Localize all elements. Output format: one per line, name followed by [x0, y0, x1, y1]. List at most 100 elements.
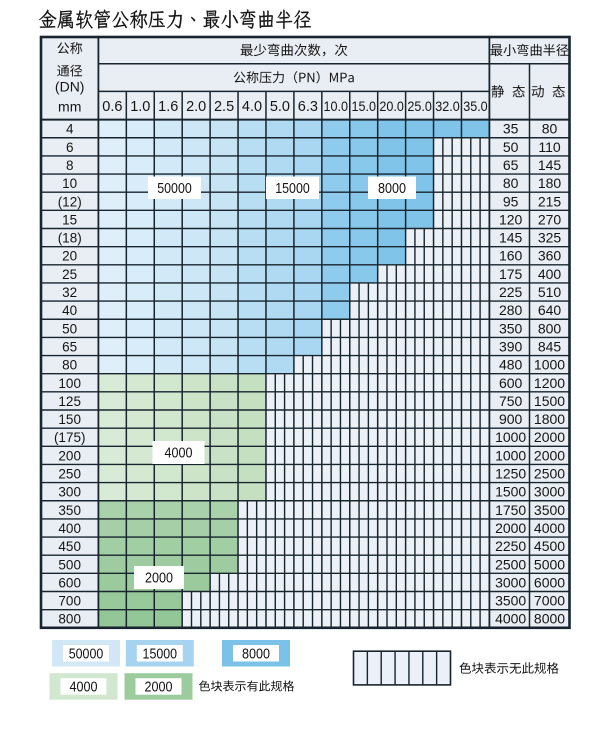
svg-text:65: 65	[503, 157, 519, 173]
svg-text:3000: 3000	[534, 484, 565, 500]
svg-text:1.0: 1.0	[130, 99, 150, 115]
svg-text:4000: 4000	[534, 520, 565, 536]
svg-text:150: 150	[58, 412, 81, 427]
svg-text:8000: 8000	[242, 646, 270, 662]
svg-text:2000: 2000	[534, 447, 565, 463]
svg-text:300: 300	[58, 485, 81, 500]
svg-text:4000: 4000	[70, 680, 98, 696]
svg-text:3500: 3500	[534, 502, 565, 518]
svg-text:2500: 2500	[495, 556, 526, 572]
svg-text:3000: 3000	[495, 574, 526, 590]
svg-text:4500: 4500	[534, 538, 565, 554]
svg-text:510: 510	[538, 284, 562, 300]
svg-text:40: 40	[62, 303, 77, 318]
svg-text:50000: 50000	[69, 646, 104, 662]
svg-text:4: 4	[66, 122, 74, 137]
svg-text:1800: 1800	[534, 411, 565, 427]
svg-text:32: 32	[62, 285, 77, 300]
svg-text:1000: 1000	[495, 447, 526, 463]
svg-text:2000: 2000	[145, 680, 173, 696]
svg-text:15000: 15000	[275, 181, 310, 197]
svg-text:6.3: 6.3	[298, 99, 318, 115]
svg-text:2000: 2000	[145, 571, 173, 587]
svg-text:32.0: 32.0	[435, 98, 460, 114]
svg-text:250: 250	[58, 467, 81, 482]
svg-text:(175): (175)	[54, 430, 86, 445]
svg-text:145: 145	[538, 157, 562, 173]
svg-text:280: 280	[499, 302, 523, 318]
svg-text:2250: 2250	[495, 538, 526, 554]
svg-text:35: 35	[503, 121, 519, 137]
svg-text:700: 700	[58, 594, 81, 609]
svg-text:1500: 1500	[534, 393, 565, 409]
svg-text:360: 360	[538, 248, 562, 264]
svg-text:1000: 1000	[495, 429, 526, 445]
svg-text:25: 25	[62, 267, 77, 282]
svg-text:750: 750	[499, 393, 523, 409]
svg-text:2000: 2000	[534, 429, 565, 445]
svg-text:390: 390	[499, 338, 523, 354]
svg-text:6: 6	[66, 140, 74, 155]
svg-text:600: 600	[58, 575, 81, 590]
svg-text:270: 270	[538, 211, 562, 227]
svg-text:5.0: 5.0	[270, 99, 290, 115]
svg-text:3500: 3500	[495, 593, 526, 609]
svg-text:8000: 8000	[534, 611, 565, 627]
svg-text:400: 400	[58, 521, 81, 536]
svg-text:15000: 15000	[143, 646, 178, 662]
svg-text:80: 80	[503, 175, 519, 191]
svg-text:450: 450	[58, 539, 81, 554]
svg-text:400: 400	[538, 266, 562, 282]
svg-text:25.0: 25.0	[407, 98, 432, 114]
svg-text:mm: mm	[58, 98, 81, 114]
svg-text:10: 10	[62, 176, 77, 191]
svg-text:900: 900	[499, 411, 523, 427]
svg-text:5000: 5000	[534, 556, 565, 572]
svg-text:800: 800	[58, 612, 81, 627]
svg-text:2000: 2000	[495, 520, 526, 536]
svg-text:8000: 8000	[378, 181, 406, 197]
svg-text:15: 15	[62, 212, 77, 227]
svg-text:2.5: 2.5	[214, 99, 234, 115]
svg-text:100: 100	[58, 376, 81, 391]
svg-text:160: 160	[499, 248, 523, 264]
svg-text:1500: 1500	[495, 484, 526, 500]
svg-text:(12): (12)	[58, 194, 82, 209]
svg-text:6000: 6000	[534, 574, 565, 590]
svg-text:500: 500	[58, 557, 81, 572]
svg-text:80: 80	[542, 121, 558, 137]
svg-text:1200: 1200	[534, 375, 565, 391]
svg-text:65: 65	[62, 339, 77, 354]
svg-text:145: 145	[499, 230, 523, 246]
svg-text:95: 95	[503, 193, 519, 209]
svg-text:7000: 7000	[534, 593, 565, 609]
svg-text:80: 80	[62, 358, 77, 373]
svg-text:845: 845	[538, 338, 562, 354]
svg-text:600: 600	[499, 375, 523, 391]
svg-text:4000: 4000	[165, 446, 193, 462]
svg-text:50: 50	[503, 139, 519, 155]
svg-text:1.6: 1.6	[158, 99, 178, 115]
svg-text:200: 200	[58, 448, 81, 463]
svg-text:350: 350	[499, 320, 523, 336]
svg-text:640: 640	[538, 302, 562, 318]
svg-text:8: 8	[66, 158, 74, 173]
svg-text:15.0: 15.0	[351, 98, 376, 114]
svg-text:120: 120	[499, 211, 523, 227]
svg-text:125: 125	[58, 394, 81, 409]
svg-text:215: 215	[538, 193, 562, 209]
svg-text:175: 175	[499, 266, 523, 282]
svg-text:35.0: 35.0	[463, 98, 488, 114]
svg-text:180: 180	[538, 175, 562, 191]
svg-text:50000: 50000	[157, 181, 192, 197]
svg-text:1250: 1250	[495, 466, 526, 482]
svg-text:20.0: 20.0	[379, 98, 404, 114]
svg-text:50: 50	[62, 321, 77, 336]
svg-text:480: 480	[499, 357, 523, 373]
svg-text:1000: 1000	[534, 357, 565, 373]
svg-text:1750: 1750	[495, 502, 526, 518]
svg-text:350: 350	[58, 503, 81, 518]
svg-text:(DN): (DN)	[55, 78, 85, 94]
svg-text:2.0: 2.0	[186, 99, 206, 115]
svg-text:4000: 4000	[495, 611, 526, 627]
